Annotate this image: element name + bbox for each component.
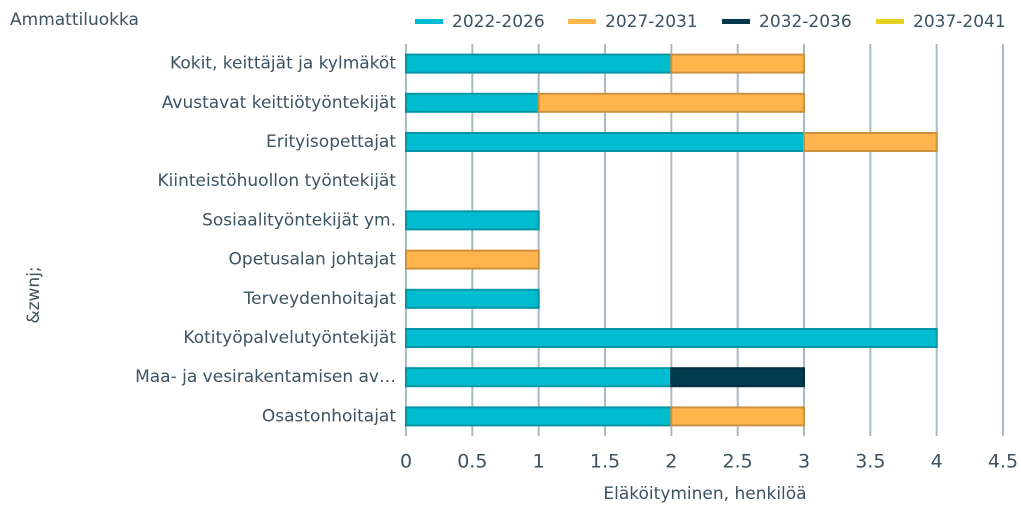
x-tick-label: 0.5 [457, 451, 487, 473]
y-tick-label: Osastonhoitajat [262, 406, 396, 426]
bar-segment [405, 249, 540, 270]
legend-swatch [568, 19, 596, 24]
bar-segment [405, 210, 540, 231]
legend-swatch [722, 19, 750, 24]
bar-segment [405, 406, 673, 427]
legend-swatch [876, 19, 904, 24]
x-tick-label: 1 [533, 451, 545, 473]
y-tick-label: Kokit, keittäjät ja kylmäköt [170, 54, 396, 74]
bar-segment [405, 367, 673, 388]
legend-swatch [415, 19, 443, 24]
legend-label: 2032-2036 [759, 12, 852, 32]
x-tick-label: 0 [400, 451, 412, 473]
legend-label: 2022-2026 [452, 12, 545, 32]
y-tick-label: Avustavat keittiötyöntekijät [162, 93, 397, 113]
x-tick-label: 2 [665, 451, 677, 473]
bar-segment [405, 328, 938, 348]
x-tick-label: 4 [931, 451, 943, 473]
x-tick-label: 3.5 [855, 451, 885, 473]
x-tick-label: 1.5 [590, 451, 620, 473]
bar-segment [405, 132, 805, 152]
bar-segment [405, 92, 540, 113]
bar-segment [670, 406, 805, 427]
y-tick-label: Kotityöpalvelutyöntekijät [183, 328, 396, 348]
legend-title: Ammattiluokka [10, 10, 139, 30]
x-tick-label: 3 [798, 451, 810, 473]
bar-segment [405, 53, 673, 74]
bar-segment [670, 53, 805, 74]
bar-segment [803, 132, 938, 152]
legend-label: 2027-2031 [605, 12, 698, 32]
y-tick-label: Maa- ja vesirakentamisen av… [135, 367, 396, 387]
x-axis-label: Eläköityminen, henkilöä [603, 484, 806, 504]
legend-label: 2037-2041 [913, 12, 1006, 32]
y-tick-label: Opetusalan johtajat [229, 250, 397, 270]
y-tick-label: Terveydenhoitajat [243, 289, 397, 309]
bar-segment [405, 288, 540, 309]
y-axis-label: &zwnj; [24, 266, 44, 323]
bar-segment [670, 367, 805, 388]
x-tick-label: 2.5 [723, 451, 753, 473]
y-tick-label: Erityisopettajat [266, 132, 396, 152]
x-tick-label: 4.5 [988, 451, 1018, 473]
y-tick-label: Kiinteistöhuollon työntekijät [157, 171, 396, 191]
y-tick-label: Sosiaalityöntekijät ym. [202, 210, 396, 230]
bar-segment [537, 92, 806, 113]
